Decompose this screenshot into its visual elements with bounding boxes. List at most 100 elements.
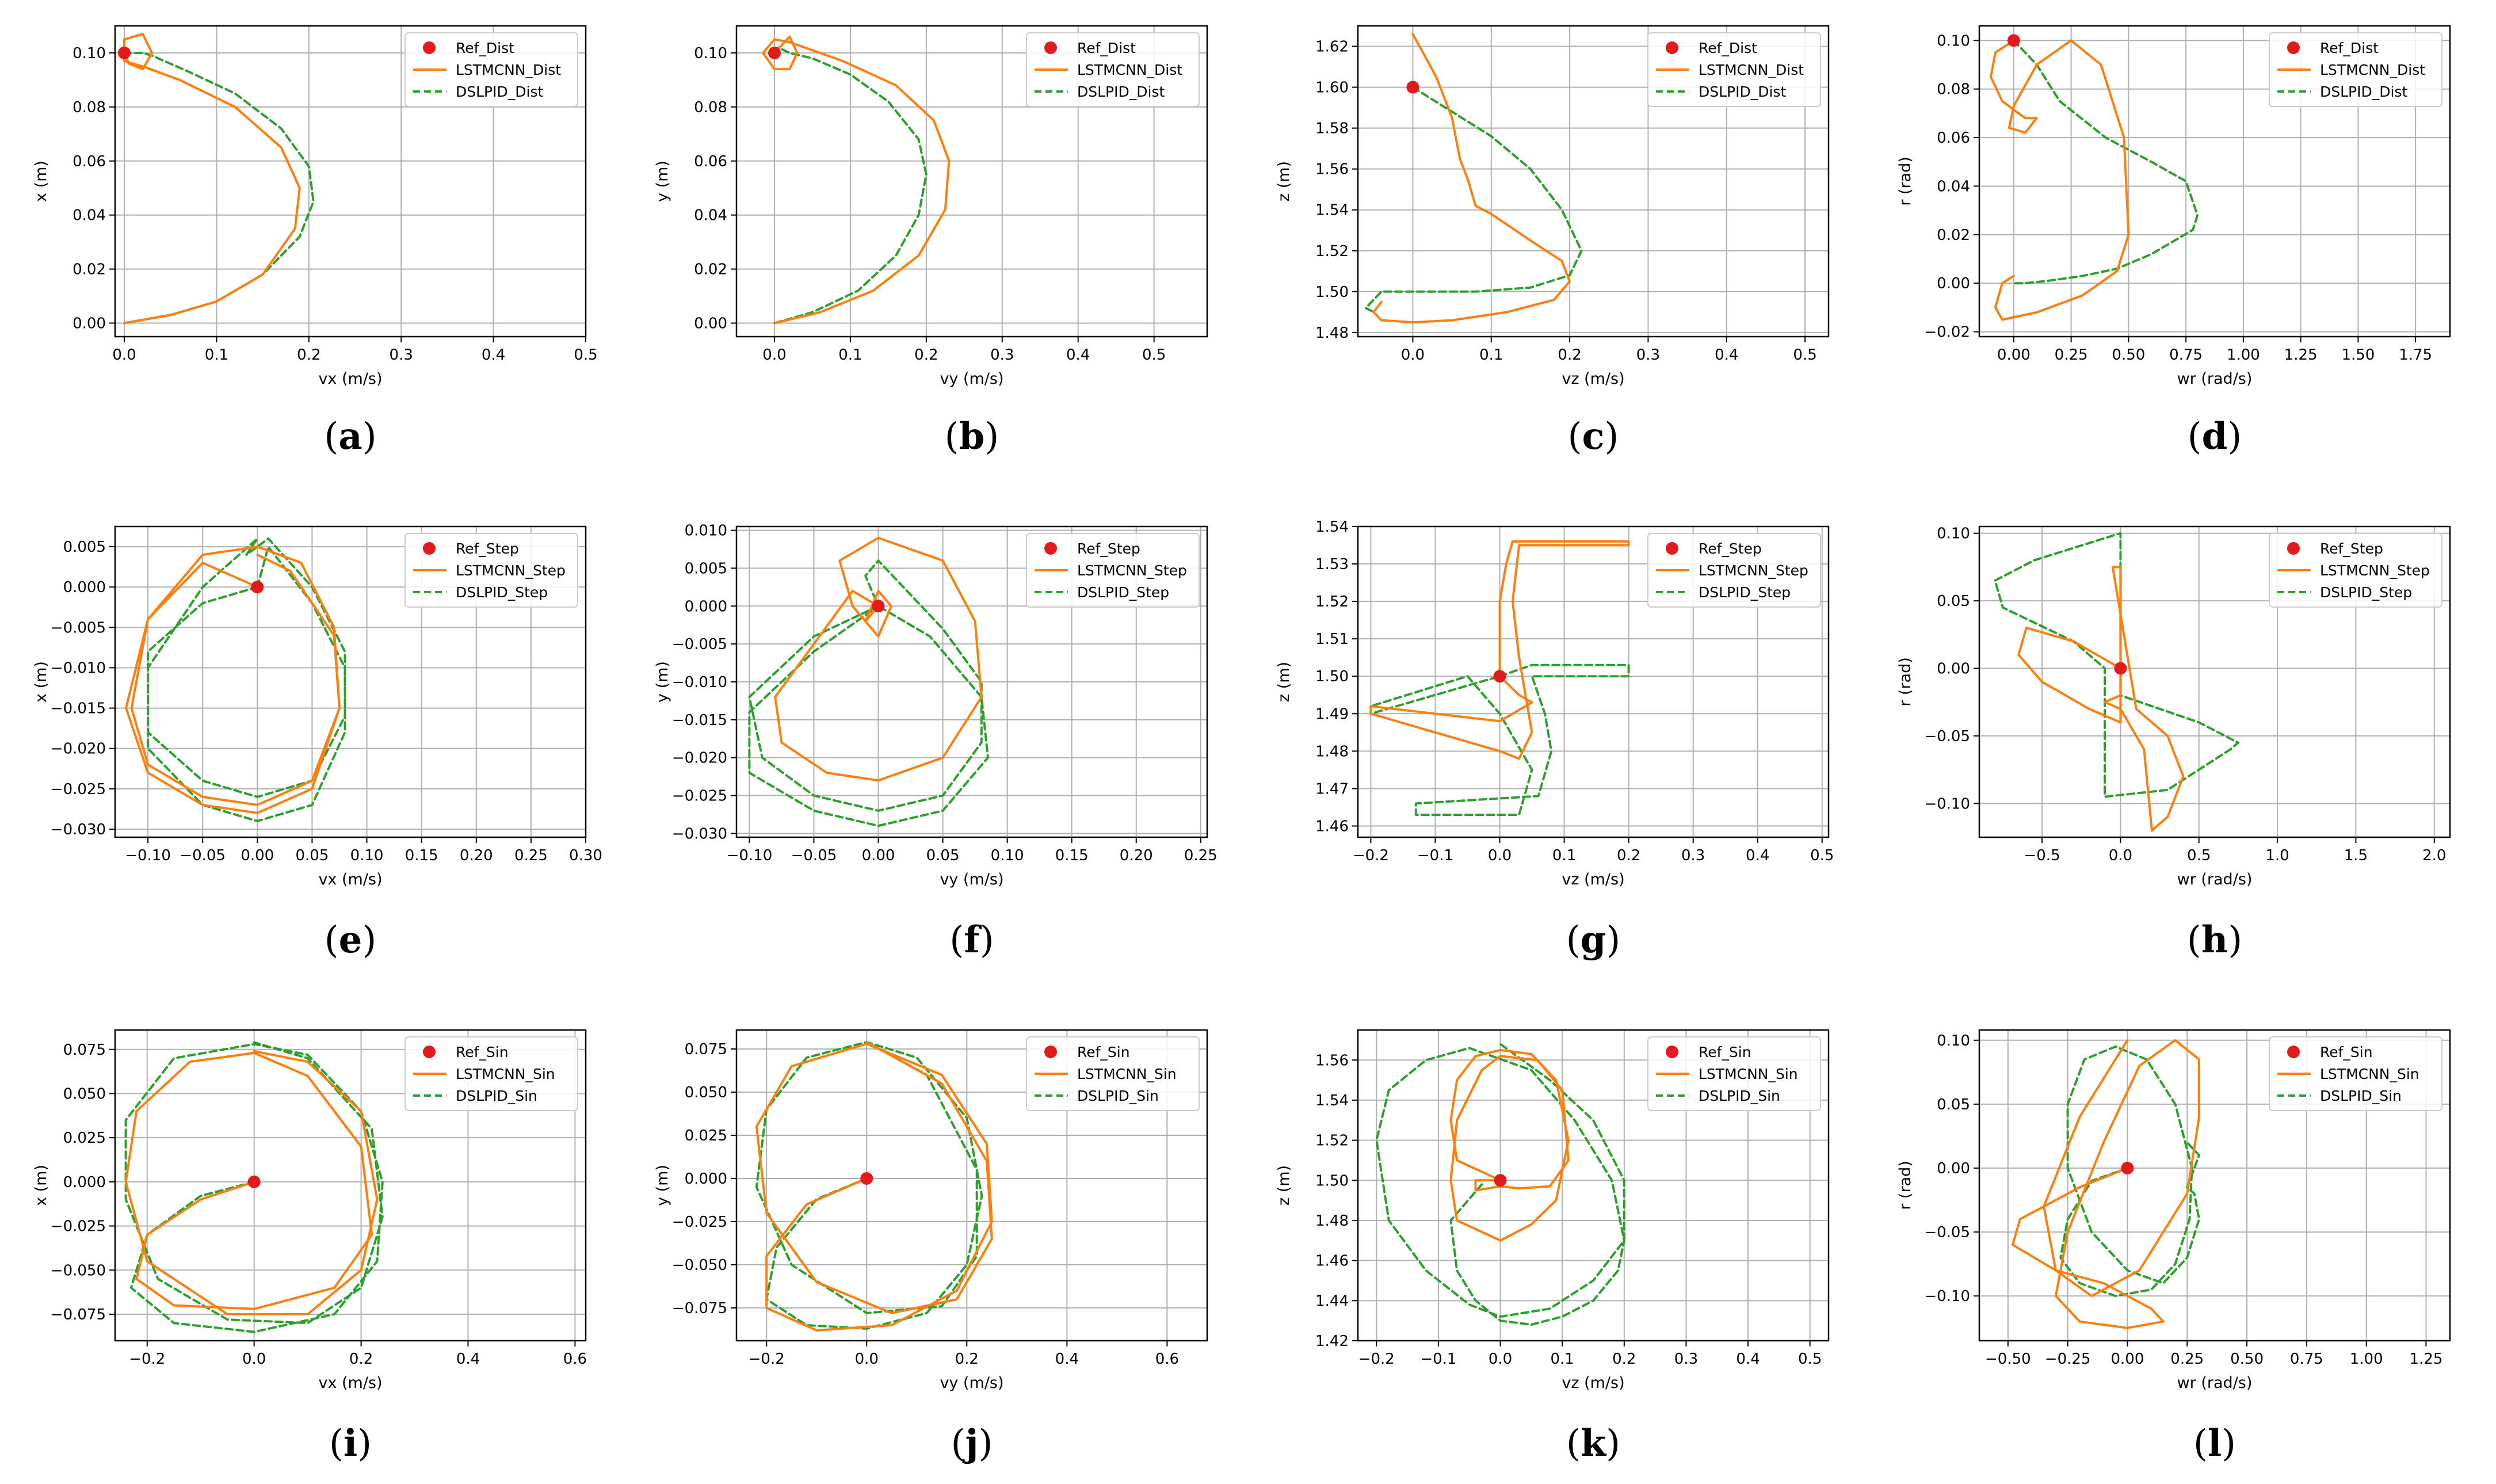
caption-open-paren: ( <box>325 919 339 962</box>
y-axis-label: y (m) <box>654 161 671 202</box>
x-tick-label: 0.00 <box>862 847 895 864</box>
legend-marker-ref <box>1044 542 1057 555</box>
y-tick-label: 1.48 <box>1315 743 1349 760</box>
y-tick-label: 0.000 <box>63 579 106 596</box>
x-tick-label: 1.75 <box>2399 346 2432 364</box>
panel-caption: (k) <box>1566 1422 1620 1465</box>
x-tick-label: 0.0 <box>112 346 136 364</box>
chart-panel-k: −0.2 −0.1 0.0 0.1 0.2 0.3 0.4 0.5 1.42 1.44 1.46 1.… <box>1275 1029 1830 1465</box>
legend-entry: Ref_Step <box>2320 540 2383 557</box>
legend-entry: Ref_Sin <box>2320 1044 2373 1060</box>
y-tick-label: 0.04 <box>1937 178 1970 195</box>
legend-entry: DSLPID_Sin <box>2320 1088 2402 1104</box>
x-tick-label: 0.2 <box>914 346 938 364</box>
legend-entry: LSTMCNN_Dist <box>1699 62 1804 78</box>
y-tick-label: −0.015 <box>672 712 727 729</box>
y-tick-label: 1.50 <box>1315 1172 1349 1189</box>
x-tick-label: 0.75 <box>2290 1351 2323 1368</box>
caption-letter: a <box>338 415 362 458</box>
x-tick-label: −0.2 <box>749 1351 785 1368</box>
caption-letter: e <box>339 918 362 962</box>
plot-area <box>1364 33 1583 324</box>
y-tick-label: 0.05 <box>1937 593 1970 610</box>
caption-open-paren: ( <box>951 1422 965 1465</box>
y-tick-label: −0.010 <box>672 674 727 691</box>
legend: Ref_Step LSTMCNN_Step DSLPID_Step <box>404 533 578 608</box>
series-lstmcnn-sin <box>1449 1048 1570 1242</box>
series-dslpid-sin <box>1375 1043 1625 1326</box>
legend-entry: Ref_Dist <box>1699 40 1757 56</box>
x-tick-label: 0.2 <box>955 1351 979 1368</box>
ref-point <box>251 581 264 594</box>
panel-caption: (g) <box>1566 918 1621 962</box>
x-tick-label: 0.5 <box>574 346 597 364</box>
series-lstmcnn-dist <box>1372 33 1571 324</box>
ref-point <box>2121 1162 2134 1174</box>
axes-frame <box>1978 25 2451 338</box>
axes-frame <box>1357 25 1830 338</box>
x-axis-label: vz (m/s) <box>1562 1374 1624 1392</box>
caption-open-paren: ( <box>2188 415 2202 458</box>
y-tick-label: 0.050 <box>685 1084 727 1101</box>
legend-entry: DSLPID_Step <box>2320 584 2412 601</box>
chart-panel-c: 0.0 0.1 0.2 0.3 0.4 0.5 1.48 1.50 1.52 1.54 1.56 1.… <box>1275 25 1830 458</box>
y-tick-label: 1.46 <box>1315 1253 1349 1270</box>
chart-panel-d: 0.00 0.25 0.50 0.75 1.00 1.25 1.50 1.75 −0.02 0.0… <box>1896 25 2451 458</box>
y-tick-label: −0.015 <box>51 700 106 718</box>
x-tick-label: −0.1 <box>1417 847 1453 864</box>
series-lstmcnn-dist <box>123 33 301 325</box>
panel-caption: (e) <box>325 918 377 962</box>
x-tick-label: 0.00 <box>241 847 274 864</box>
caption-close-paren: ) <box>362 919 376 962</box>
series-lstmcnn-step <box>125 545 341 814</box>
x-tick-label: 0.5 <box>1793 346 1816 364</box>
x-tick-label: 0.6 <box>563 1351 587 1368</box>
legend: Ref_Sin LSTMCNN_Sin DSLPID_Sin <box>404 1036 578 1111</box>
y-tick-label: 1.49 <box>1315 705 1349 723</box>
legend-marker-ref <box>423 41 436 54</box>
legend-entry: Ref_Sin <box>1699 1044 1751 1060</box>
plot-area <box>2012 1039 2200 1329</box>
x-tick-label: 0.0 <box>1489 1351 1512 1368</box>
legend-entry: Ref_Step <box>456 540 519 557</box>
y-tick-label: 1.50 <box>1315 284 1349 301</box>
x-tick-label: 1.25 <box>2284 346 2318 364</box>
x-tick-label: 0.20 <box>1120 847 1153 864</box>
y-tick-label: −0.05 <box>1924 728 1970 745</box>
caption-open-paren: ( <box>949 919 964 962</box>
x-tick-label: 1.00 <box>2350 1351 2383 1368</box>
axes-frame <box>735 525 1208 838</box>
y-tick-label: 0.10 <box>694 45 727 62</box>
y-axis-label: r (rad) <box>1896 657 1914 707</box>
caption-open-paren: ( <box>1568 415 1582 458</box>
caption-open-paren: ( <box>329 1422 344 1465</box>
legend-box <box>1647 32 1821 107</box>
y-tick-label: −0.005 <box>51 619 106 636</box>
series-dslpid-step <box>1369 663 1630 816</box>
y-tick-label: 1.47 <box>1315 780 1349 798</box>
ref-point <box>247 1175 261 1188</box>
y-tick-label: 0.005 <box>685 560 727 577</box>
y-tick-label: 0.04 <box>72 207 106 224</box>
legend-box <box>404 533 578 608</box>
panel-caption: (h) <box>2187 918 2242 962</box>
legend-entry: DSLPID_Sin <box>1699 1088 1780 1104</box>
x-tick-label: 0.4 <box>1055 1351 1079 1368</box>
legend-box <box>1026 32 1200 107</box>
legend-entry: DSLPID_Dist <box>456 83 543 100</box>
legend-box <box>1647 1036 1821 1111</box>
y-tick-label: −0.10 <box>1924 1288 1970 1305</box>
plot-area <box>125 537 346 822</box>
panel-caption: (c) <box>1568 415 1619 458</box>
y-tick-label: 1.62 <box>1315 39 1349 56</box>
x-tick-label: 0.3 <box>990 346 1014 364</box>
panel-caption: (b) <box>945 415 999 458</box>
x-tick-label: 1.25 <box>2410 1351 2443 1368</box>
series-dslpid-dist <box>1364 86 1583 314</box>
y-tick-label: −0.020 <box>672 750 727 767</box>
x-tick-label: 0.00 <box>1997 346 2031 364</box>
legend-entry: DSLPID_Dist <box>1699 83 1786 100</box>
ref-point <box>2114 662 2127 675</box>
x-tick-label: 0.0 <box>1401 346 1425 364</box>
y-tick-label: −0.050 <box>672 1257 727 1274</box>
